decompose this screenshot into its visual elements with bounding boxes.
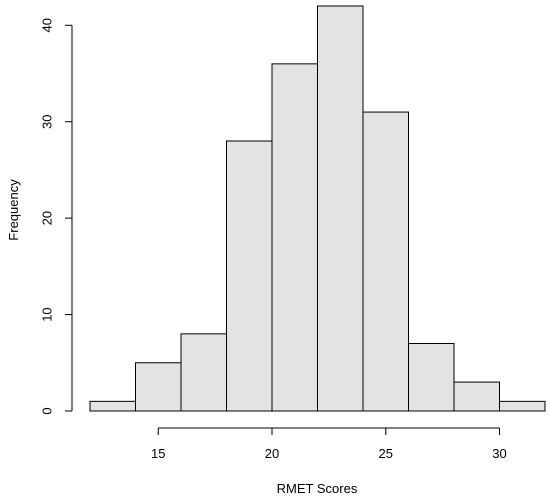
histogram-bar-20-22 bbox=[271, 63, 318, 412]
histogram-bar-30-32 bbox=[499, 400, 546, 412]
histogram-bar-14-16 bbox=[135, 362, 182, 412]
histogram-bar-16-18 bbox=[180, 333, 227, 412]
histogram-bar-26-28 bbox=[408, 343, 455, 412]
x-tick-label-30: 30 bbox=[492, 446, 506, 461]
y-tick-label-10: 10 bbox=[39, 307, 54, 321]
y-tick-label-20: 20 bbox=[39, 211, 54, 225]
x-axis: 15 20 25 30 bbox=[151, 427, 507, 461]
histogram-bar-24-26 bbox=[362, 111, 409, 412]
x-tick-label-20: 20 bbox=[265, 446, 279, 461]
y-axis-title: Frequency bbox=[6, 179, 21, 241]
x-tick-label-15: 15 bbox=[151, 446, 165, 461]
histogram-bar-22-24 bbox=[317, 5, 364, 412]
x-axis-title: RMET Scores bbox=[277, 481, 358, 496]
histogram-bar-18-20 bbox=[226, 140, 273, 412]
histogram-bar-28-30 bbox=[453, 381, 500, 412]
y-tick-label-30: 30 bbox=[39, 114, 54, 128]
y-tick-label-0: 0 bbox=[39, 407, 54, 414]
bars-group bbox=[89, 5, 546, 412]
histogram-bar-12-14 bbox=[89, 400, 136, 412]
y-axis: 0 10 20 30 40 bbox=[39, 18, 73, 415]
y-tick-label-40: 40 bbox=[39, 18, 54, 32]
x-tick-label-25: 25 bbox=[379, 446, 393, 461]
